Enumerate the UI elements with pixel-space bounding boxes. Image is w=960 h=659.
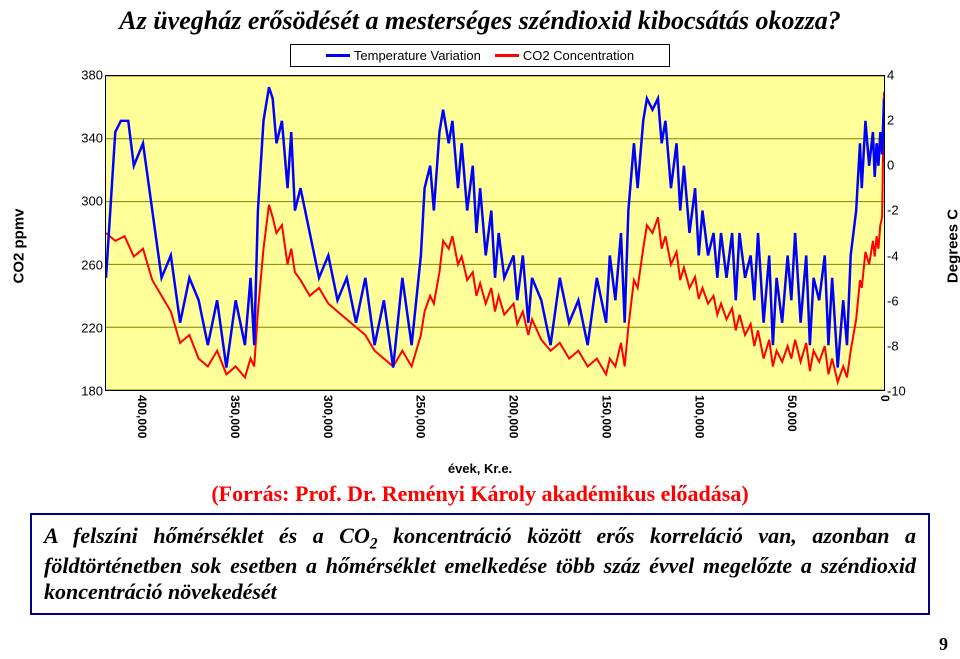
xtick: 50,000 [785,395,799,432]
caption-sub: 2 [370,535,378,552]
ytick-right: 4 [887,68,894,83]
ytick-right: 2 [887,113,894,128]
xtick: 250,000 [414,395,428,438]
ytick-right: -8 [887,338,899,353]
legend-swatch-co2 [495,54,519,57]
page-title: Az üvegház erősödését a mesterséges szén… [0,0,960,36]
xtick: 400,000 [135,395,149,438]
source-text: (Forrás: Prof. Dr. Reményi Károly akadém… [0,481,960,507]
y-axis-right-label: Degrees C [945,209,960,283]
plot-area [105,75,885,391]
y-axis-left-label: CO2 ppmv [11,208,28,283]
chart-legend: Temperature Variation CO2 Concentration [290,44,670,67]
ytick-left: 180 [81,384,103,399]
ytick-right: 0 [887,158,894,173]
legend-swatch-temp [326,54,350,57]
caption-pre: A felszíni hőmérséklet és a CO [44,523,370,548]
page-number: 9 [939,634,948,655]
ytick-left: 340 [81,131,103,146]
xtick: 100,000 [692,395,706,438]
chart-container: CO2 ppmv Degrees C 180220260300340380 -1… [45,71,915,421]
legend-item-co2: CO2 Concentration [495,48,634,63]
caption-box: A felszíni hőmérséklet és a CO2 koncentr… [30,513,930,615]
x-axis-label: évek, Kr.e. [448,461,512,476]
ytick-right: -4 [887,248,899,263]
xtick: 200,000 [507,395,521,438]
xtick: 150,000 [599,395,613,438]
ytick-right: -6 [887,293,899,308]
ytick-left: 380 [81,68,103,83]
xtick: 0 [878,395,892,402]
legend-label-co2: CO2 Concentration [523,48,634,63]
xtick: 300,000 [321,395,335,438]
ytick-left: 300 [81,194,103,209]
ytick-left: 260 [81,257,103,272]
xtick: 350,000 [228,395,242,438]
legend-item-temp: Temperature Variation [326,48,481,63]
ytick-right: -2 [887,203,899,218]
ytick-left: 220 [81,320,103,335]
chart-svg [106,76,884,390]
legend-label-temp: Temperature Variation [354,48,481,63]
